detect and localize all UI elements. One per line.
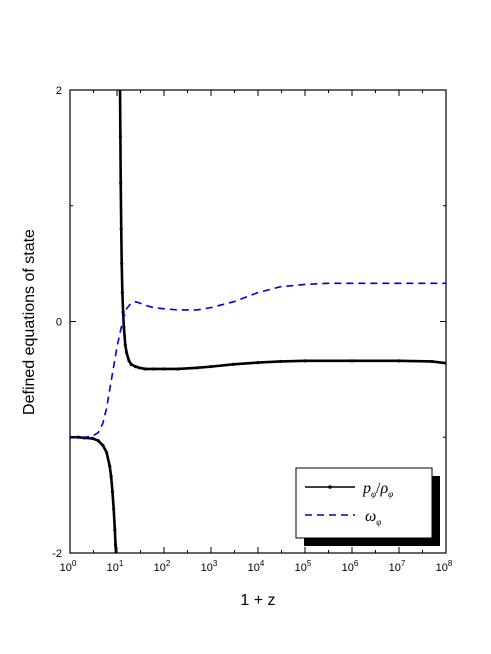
series-point-p-phi <box>256 360 260 365</box>
y-tick-label: -2 <box>52 548 62 560</box>
series-point-p-phi <box>127 359 131 363</box>
series-point-p-phi <box>120 290 124 295</box>
series-point-p-phi <box>143 367 147 371</box>
legend-box <box>295 467 433 539</box>
x-tick-label: 100 <box>60 559 77 574</box>
y-tick-label: 0 <box>56 317 62 329</box>
series-layer <box>70 90 446 553</box>
series-point-p-phi <box>110 490 115 494</box>
series-point-p-phi <box>121 310 125 314</box>
series-point-p-phi <box>137 366 142 370</box>
series-point-p-phi <box>162 367 166 371</box>
x-tick-label: 108 <box>436 559 453 574</box>
x-tick-label: 107 <box>389 559 406 574</box>
series-point-p-phi <box>108 464 112 468</box>
series-point-p-phi <box>124 351 129 355</box>
series-point-p-phi <box>430 359 434 364</box>
x-tick-label: 103 <box>201 559 218 574</box>
series-point-p-phi <box>112 507 116 511</box>
series-point-p-phi <box>123 343 127 347</box>
series-point-p-phi <box>397 359 401 363</box>
legend-marker-p-phi <box>328 485 332 489</box>
series-point-p-phi <box>209 365 213 369</box>
legend: pφ/ρφ ωφ <box>295 467 440 546</box>
series-point-p-phi <box>90 436 95 441</box>
y-tick-label: 2 <box>56 85 62 97</box>
ticks-layer <box>69 89 447 554</box>
series-line-p-phi <box>70 435 118 553</box>
series-point-p-phi <box>129 362 133 366</box>
x-tick-label: 101 <box>107 559 124 574</box>
series-point-p-phi <box>96 439 100 443</box>
series-point-p-phi <box>76 435 80 439</box>
series-line-p-phi <box>118 90 446 371</box>
series-point-p-phi <box>278 359 283 364</box>
series-point-p-phi <box>118 134 122 138</box>
legend-label-omega-phi: ωφ <box>365 508 381 527</box>
x-tick-label: 106 <box>342 559 359 574</box>
labels-layer: 100 101 102 103 104 105 106 107 108 -2 0 2 <box>52 85 453 574</box>
series-line-omega-phi <box>70 282 446 439</box>
x-tick-label: 102 <box>154 559 171 574</box>
series-point-p-phi <box>119 181 123 185</box>
x-tick-label: 105 <box>295 559 312 574</box>
series-point-p-phi <box>195 366 199 370</box>
series-point-p-phi <box>109 475 113 479</box>
series-point-p-phi <box>119 227 123 231</box>
x-axis-title: 1 + z <box>240 592 275 609</box>
series-point-p-phi <box>176 367 180 371</box>
legend-label-p-phi: pφ/ρφ <box>362 480 393 499</box>
series-point-p-phi <box>113 543 118 547</box>
series-point-p-phi <box>134 365 138 369</box>
series-point-p-phi <box>120 262 124 266</box>
series-point-p-phi <box>151 367 156 371</box>
series-point-p-phi <box>303 359 307 363</box>
series-point-p-phi <box>122 325 126 329</box>
series-point-p-phi <box>350 359 354 363</box>
series-point-p-phi <box>104 450 109 454</box>
series-point-p-phi <box>101 443 105 447</box>
y-axis-title: Defined equations of state <box>21 229 38 415</box>
series-point-p-phi <box>113 528 117 532</box>
x-tick-label: 104 <box>248 559 265 574</box>
series-point-p-phi <box>231 362 236 366</box>
